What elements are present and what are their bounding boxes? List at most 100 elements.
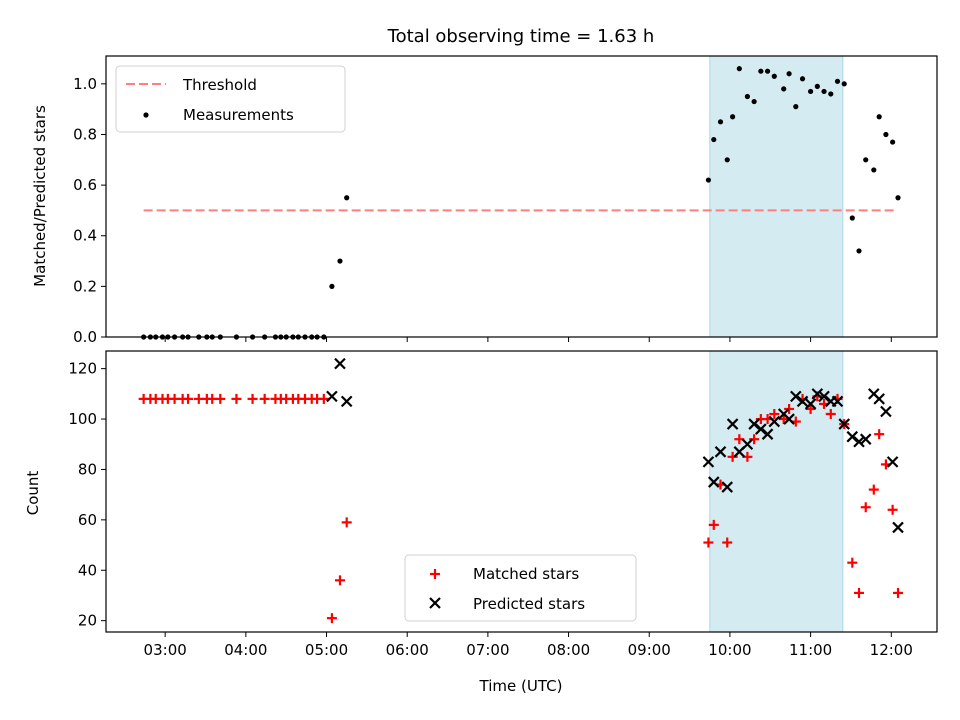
predicted-star-point	[702, 456, 715, 468]
x-tick-label: 04:00	[224, 641, 267, 659]
legend-bottom: Matched stars Predicted stars	[404, 554, 637, 622]
data-point	[856, 248, 862, 254]
y-tick-label: 120	[68, 360, 97, 378]
predicted-star-point	[334, 357, 346, 370]
x-tick-label: 03:00	[144, 641, 187, 659]
legend-measurements-label: Measurements	[183, 106, 294, 124]
matched-star-point	[183, 393, 194, 404]
matched-star-point	[259, 393, 270, 404]
data-point	[758, 68, 764, 74]
matched-star-point	[708, 519, 719, 530]
data-point	[736, 66, 742, 72]
matched-star-point	[778, 414, 789, 425]
legend-predicted-label: Predicted stars	[473, 595, 585, 613]
matched-star-point	[868, 484, 879, 495]
x-tick-label: 05:00	[305, 641, 348, 659]
x-tick-label: 07:00	[466, 641, 509, 659]
matched-star-point	[326, 613, 337, 624]
data-point	[717, 119, 724, 125]
data-point	[808, 88, 814, 95]
predicted-star-point	[761, 428, 774, 440]
predicted-star-point	[748, 418, 760, 430]
legend-threshold-label: Threshold	[182, 76, 257, 94]
matched-star-point	[247, 393, 258, 404]
matched-star-point	[847, 557, 858, 568]
matched-star-point	[854, 587, 865, 598]
legend-frame	[115, 65, 346, 133]
y-tick-label: 40	[78, 561, 97, 579]
predicted-star-point	[708, 476, 720, 488]
data-point	[329, 283, 335, 289]
y-tick-label: 0.2	[73, 277, 97, 295]
data-point	[751, 98, 757, 105]
predicted-star-point	[880, 405, 892, 418]
data-point	[821, 88, 827, 95]
data-point	[344, 195, 350, 201]
predicted-star-point	[326, 390, 338, 403]
predicted-star-point	[831, 395, 844, 408]
x-tick-label: 12:00	[870, 641, 913, 659]
highlight-span	[709, 350, 844, 633]
data-point	[828, 91, 834, 97]
bottom-y-axis-label: Count	[24, 471, 42, 516]
predicted-star-point	[886, 456, 899, 468]
data-point	[744, 93, 751, 100]
predicted-star-point	[796, 395, 809, 408]
y-tick-label: 100	[68, 410, 97, 428]
data-point	[793, 104, 799, 110]
y-tick-label: 1.0	[73, 75, 97, 93]
x-axis-label: Time (UTC)	[479, 677, 563, 695]
predicted-star-point	[721, 481, 734, 493]
y-tick-label: 0.8	[73, 125, 97, 143]
data-point	[849, 215, 855, 221]
predicted-star-point	[873, 393, 885, 405]
matched-star-point	[784, 403, 795, 414]
matched-star-point	[215, 393, 226, 404]
predicted-star-point	[726, 418, 739, 430]
predicted-star-point	[783, 413, 795, 425]
predicted-star-point	[804, 398, 817, 410]
legend-measurements-swatch	[143, 112, 149, 118]
data-point	[764, 68, 771, 74]
legend-top: Threshold Measurements	[115, 65, 346, 133]
predicted-star-point	[741, 438, 754, 451]
data-point	[883, 131, 889, 138]
y-tick-label: 0.6	[73, 176, 97, 194]
top-y-axis-label: Matched/Predicted stars	[31, 105, 49, 287]
x-tick-label: 06:00	[386, 641, 429, 659]
plot-frame	[105, 55, 938, 338]
matched-star-point	[825, 409, 836, 420]
predicted-star-point	[859, 433, 872, 445]
x-tick-label: 09:00	[628, 641, 671, 659]
legend-predicted-swatch	[429, 597, 441, 609]
data-point	[771, 73, 777, 79]
data-point	[799, 76, 806, 82]
data-point	[814, 83, 820, 89]
predicted-star-point	[811, 388, 824, 400]
data-point	[876, 114, 882, 120]
matched-star-point	[231, 393, 242, 404]
plot-frame	[105, 350, 938, 633]
data-point	[711, 136, 717, 143]
highlight-span	[709, 55, 844, 338]
data-point	[834, 78, 841, 84]
matched-star-point	[341, 517, 352, 528]
predicted-star-point	[768, 415, 781, 428]
y-tick-label: 80	[78, 460, 97, 478]
predicted-star-point	[838, 418, 850, 430]
matched-star-point	[893, 587, 904, 598]
predicted-star-point	[818, 390, 830, 403]
predicted-star-point	[790, 390, 802, 403]
matched-star-point	[874, 429, 885, 440]
predicted-star-point	[892, 521, 904, 534]
predicted-star-point	[714, 446, 727, 458]
predicted-star-point	[846, 430, 859, 443]
matched-star-point	[722, 537, 733, 548]
data-point	[895, 195, 901, 201]
x-tick-label: 11:00	[789, 641, 832, 659]
matched-star-point	[334, 575, 345, 586]
data-point	[890, 139, 896, 145]
bottom-panel: 20 40 60 80 100 120 03:00 04:00 05:00 06:00 07:00 0…	[68, 350, 938, 659]
y-tick-label: 0.0	[73, 328, 97, 346]
